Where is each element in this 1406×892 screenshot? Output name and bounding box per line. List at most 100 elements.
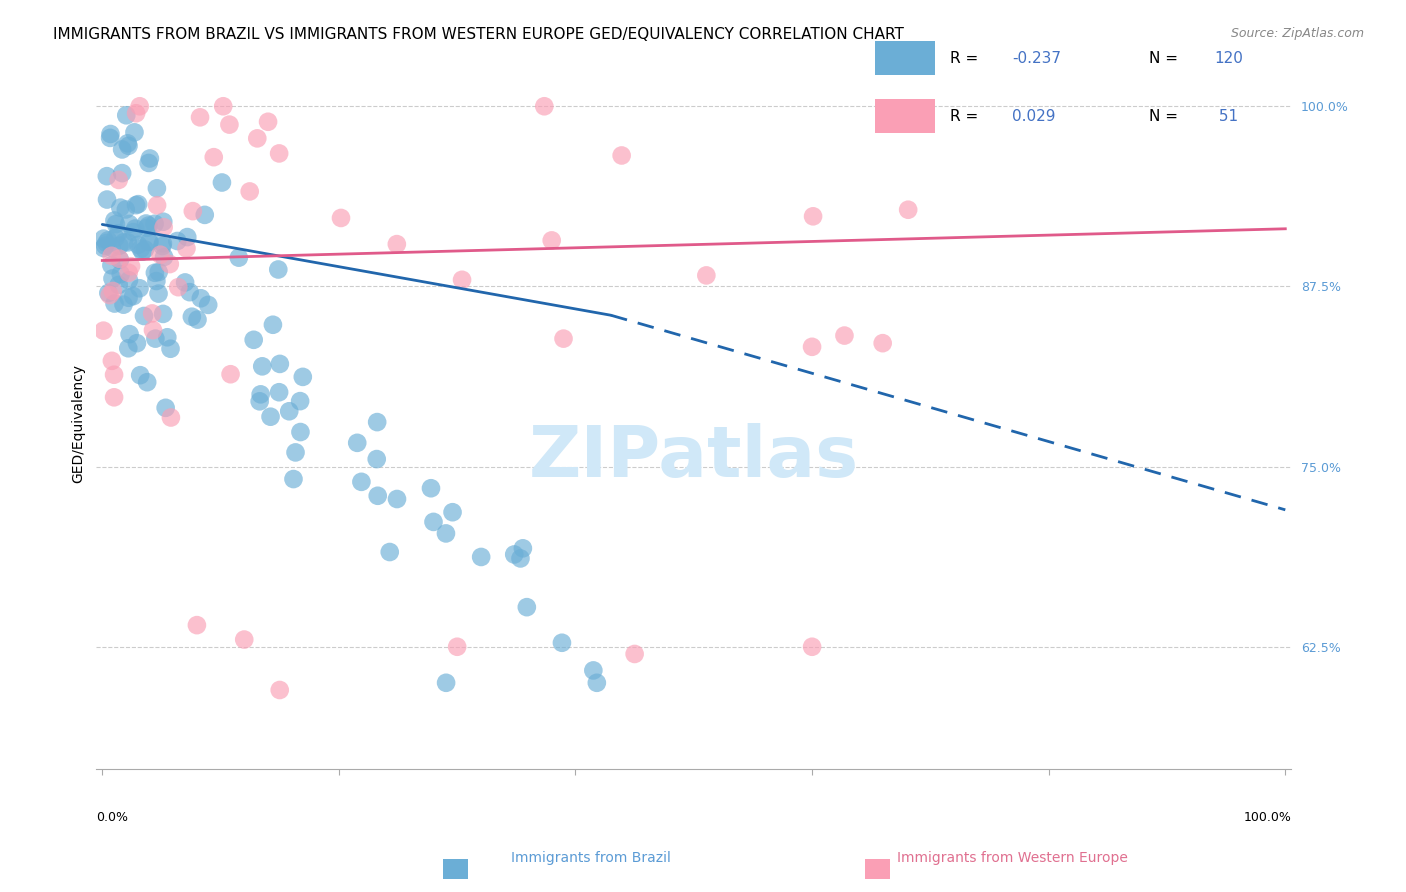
Point (132, 309, 155, 323)
Point (110, 267, 132, 281)
Text: N =: N = (1149, 109, 1182, 124)
Point (135, 217, 157, 231)
Point (115, 108, 138, 122)
Point (117, 138, 139, 153)
Point (503, 548, 526, 562)
Point (346, 435, 368, 450)
Point (100, 249, 122, 263)
FancyBboxPatch shape (875, 99, 935, 134)
Point (124, 221, 146, 235)
Text: N =: N = (1149, 51, 1182, 66)
Point (533, 99, 555, 113)
Point (103, 296, 125, 310)
Point (262, 318, 284, 332)
Point (112, 235, 135, 250)
Text: 0.0%: 0.0% (97, 811, 128, 824)
Point (350, 475, 373, 489)
Point (159, 257, 181, 271)
Point (186, 618, 208, 632)
Point (96, 169, 118, 184)
Point (288, 394, 311, 409)
Point (98, 288, 121, 302)
Point (246, 131, 269, 145)
Text: Immigrants from Brazil: Immigrants from Brazil (510, 851, 671, 865)
Point (152, 239, 174, 253)
Point (695, 268, 717, 283)
Point (120, 259, 142, 273)
Point (801, 210, 824, 224)
Point (212, 99, 235, 113)
Point (366, 452, 388, 467)
Point (118, 327, 141, 342)
Point (219, 368, 242, 382)
Point (834, 328, 856, 343)
Point (194, 208, 217, 222)
Point (127, 237, 149, 252)
Point (138, 156, 160, 170)
Point (117, 136, 139, 151)
Point (872, 336, 894, 351)
Point (125, 106, 148, 120)
Point (107, 277, 129, 292)
Point (107, 173, 129, 187)
Point (118, 217, 141, 231)
Point (111, 166, 134, 180)
Point (143, 266, 166, 280)
Point (190, 291, 212, 305)
Point (197, 298, 219, 312)
Point (174, 276, 197, 290)
Point (146, 181, 169, 195)
Text: R =: R = (949, 109, 987, 124)
Point (98, 131, 121, 145)
Text: 0.029: 0.029 (1012, 109, 1056, 124)
Point (101, 354, 124, 368)
Point (330, 211, 353, 225)
Point (180, 310, 202, 324)
Y-axis label: GED/Equivalency: GED/Equivalency (72, 364, 86, 483)
Point (451, 273, 474, 287)
Text: Source: ZipAtlas.com: Source: ZipAtlas.com (1230, 27, 1364, 40)
Point (249, 394, 271, 409)
Point (125, 198, 148, 212)
Point (434, 526, 457, 541)
Point (385, 237, 408, 252)
Point (269, 385, 291, 400)
Point (290, 425, 312, 439)
Point (127, 197, 149, 211)
Point (269, 683, 291, 698)
Point (166, 234, 188, 248)
FancyBboxPatch shape (875, 41, 935, 76)
Point (202, 150, 225, 164)
Point (111, 143, 134, 157)
Point (131, 244, 153, 259)
Point (141, 306, 163, 320)
Point (259, 409, 281, 424)
Point (152, 220, 174, 235)
Point (138, 235, 160, 249)
Point (148, 286, 170, 301)
Point (422, 515, 444, 529)
Point (124, 125, 146, 139)
Point (110, 201, 132, 215)
Text: ZIPatlas: ZIPatlas (529, 424, 859, 492)
Text: 100.0%: 100.0% (1243, 811, 1291, 824)
Point (155, 401, 177, 415)
Point (152, 236, 174, 251)
Point (420, 481, 443, 495)
Point (179, 285, 201, 300)
Text: IMMIGRANTS FROM BRAZIL VS IMMIGRANTS FROM WESTERN EUROPE GED/EQUIVALENCY CORRELA: IMMIGRANTS FROM BRAZIL VS IMMIGRANTS FRO… (53, 27, 904, 42)
Point (228, 251, 250, 265)
Point (269, 357, 291, 371)
Point (108, 252, 131, 267)
Point (101, 271, 124, 285)
Point (136, 375, 159, 389)
Point (94, 238, 117, 252)
Point (118, 266, 141, 280)
Point (152, 307, 174, 321)
Point (283, 472, 305, 486)
Point (582, 664, 605, 678)
Point (112, 298, 135, 312)
Point (367, 489, 389, 503)
Point (623, 647, 645, 661)
Point (100, 127, 122, 141)
